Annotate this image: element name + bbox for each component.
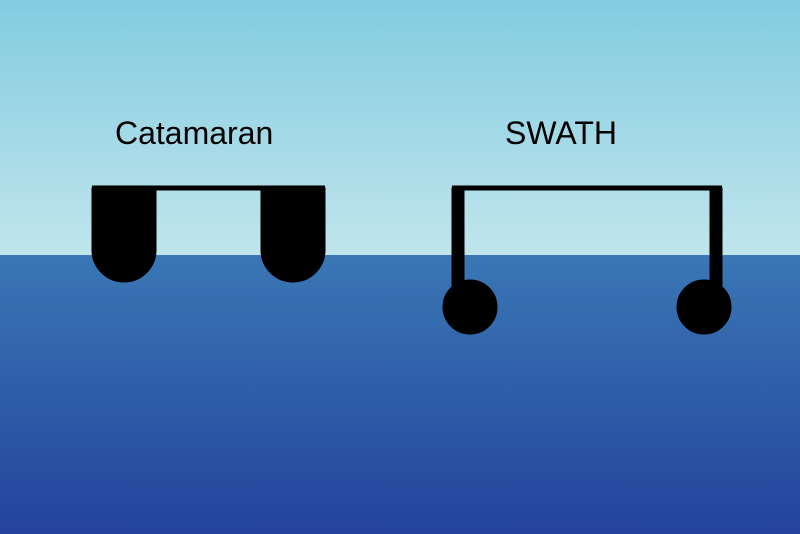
diagram-svg [0, 0, 800, 534]
catamaran-label: Catamaran [115, 115, 273, 152]
swath-label: SWATH [505, 115, 617, 152]
diagram-canvas: Catamaran SWATH [0, 0, 800, 534]
